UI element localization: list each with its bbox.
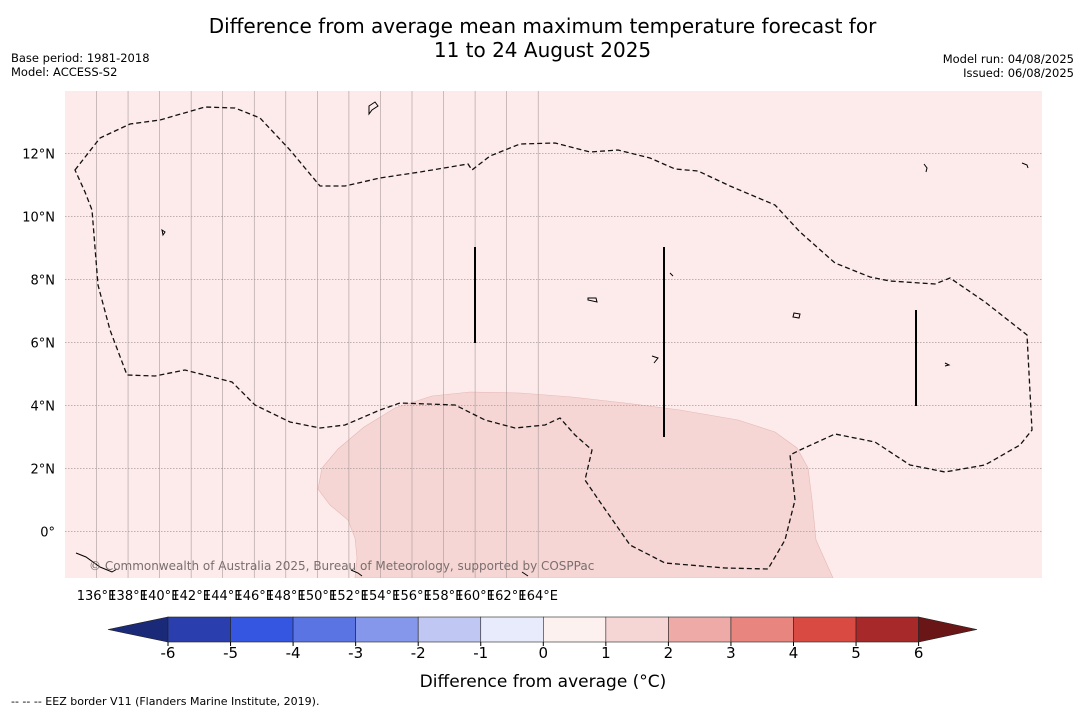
colorbar-extend-high	[918, 616, 978, 643]
colorbar-segment	[730, 616, 794, 643]
colorbar-tick-label: -1	[473, 644, 488, 662]
longitude-label: 160°E	[455, 589, 495, 604]
longitude-label: 146°E	[234, 589, 274, 604]
colorbar-tick-label: 3	[726, 644, 736, 662]
islands	[75, 101, 1029, 577]
colorbar-title: Difference from average (°C)	[420, 672, 667, 692]
eez-border	[74, 106, 1033, 570]
eez-footnote: -- -- -- EEZ border V11 (Flanders Marine…	[11, 695, 320, 708]
graticule	[65, 91, 1042, 578]
colorbar-extend-low	[107, 616, 169, 643]
longitude-label: 162°E	[487, 589, 527, 604]
longitude-label: 138°E	[108, 589, 148, 604]
colorbar-tick-label: 4	[789, 644, 799, 662]
latitude-label: 10°N	[22, 211, 55, 226]
latitude-label: 12°N	[22, 148, 55, 163]
longitude-label: 154°E	[361, 589, 401, 604]
meta-right: Model run: 04/08/2025 Issued: 06/08/2025	[943, 52, 1074, 80]
colorbar-tick-label: 2	[664, 644, 674, 662]
map-title: Difference from average mean maximum tem…	[0, 14, 1085, 62]
model-name: Model: ACCESS-S2	[11, 65, 118, 79]
colorbar-segment	[167, 616, 231, 643]
longitude-label: 156°E	[392, 589, 432, 604]
longitude-label: 148°E	[266, 589, 306, 604]
issued-date: Issued: 06/08/2025	[963, 66, 1074, 80]
colorbar-segment	[605, 616, 669, 643]
colorbar-tick-label: 5	[851, 644, 861, 662]
colorbar-segment	[230, 616, 294, 643]
longitude-label: 140°E	[140, 589, 180, 604]
colorbar-segment	[355, 616, 419, 643]
longitude-label: 150°E	[298, 589, 338, 604]
latitude-label: 4°N	[31, 400, 56, 415]
colorbar-ticks: -6 -5 -4 -3 -2 -1 0 1 2 3 4 5 6	[161, 642, 924, 662]
base-period: Base period: 1981-2018	[11, 51, 150, 65]
colorbar	[107, 616, 978, 643]
colorbar-tick-label: -3	[348, 644, 363, 662]
colorbar-tick-label: 0	[539, 644, 549, 662]
colorbar-tick-label: -2	[411, 644, 426, 662]
colorbar-tick-label: -4	[286, 644, 301, 662]
longitude-label: 144°E	[203, 589, 243, 604]
colorbar-segment	[542, 616, 607, 643]
title-line-1: Difference from average mean maximum tem…	[208, 14, 877, 38]
longitude-label: 158°E	[424, 589, 464, 604]
colorbar-tick-label: -5	[223, 644, 238, 662]
colorbar-segment	[480, 616, 544, 643]
colorbar-segment	[417, 616, 482, 643]
latitude-labels: 12°N 10°N 8°N 6°N 4°N 2°N 0°	[22, 148, 55, 541]
forecast-separator-lines	[474, 247, 917, 437]
model-run: Model run: 04/08/2025	[942, 52, 1074, 66]
latitude-label: 8°N	[31, 274, 56, 289]
longitude-label: 142°E	[171, 589, 211, 604]
colorbar-segment	[668, 616, 732, 643]
longitude-label: 136°E	[77, 589, 117, 604]
latitude-label: 2°N	[31, 463, 56, 478]
copyright-notice: © Commonwealth of Australia 2025, Bureau…	[89, 559, 594, 573]
meta-left: Base period: 1981-2018 Model: ACCESS-S2	[11, 51, 150, 79]
colorbar-tick-label: -6	[161, 644, 176, 662]
longitude-labels: 136°E138°E140°E142°E144°E146°E148°E150°E…	[77, 589, 558, 604]
title-line-2: 11 to 24 August 2025	[433, 38, 652, 62]
colorbar-tick-label: 6	[914, 644, 924, 662]
longitude-label: 152°E	[329, 589, 369, 604]
colorbar-segment	[292, 616, 356, 643]
colorbar-tick-label: 1	[601, 644, 611, 662]
colorbar-segment	[855, 616, 919, 643]
colorbar-segment	[793, 616, 857, 643]
latitude-label: 0°	[40, 526, 55, 541]
latitude-label: 6°N	[31, 337, 56, 352]
longitude-label: 164°E	[518, 589, 558, 604]
